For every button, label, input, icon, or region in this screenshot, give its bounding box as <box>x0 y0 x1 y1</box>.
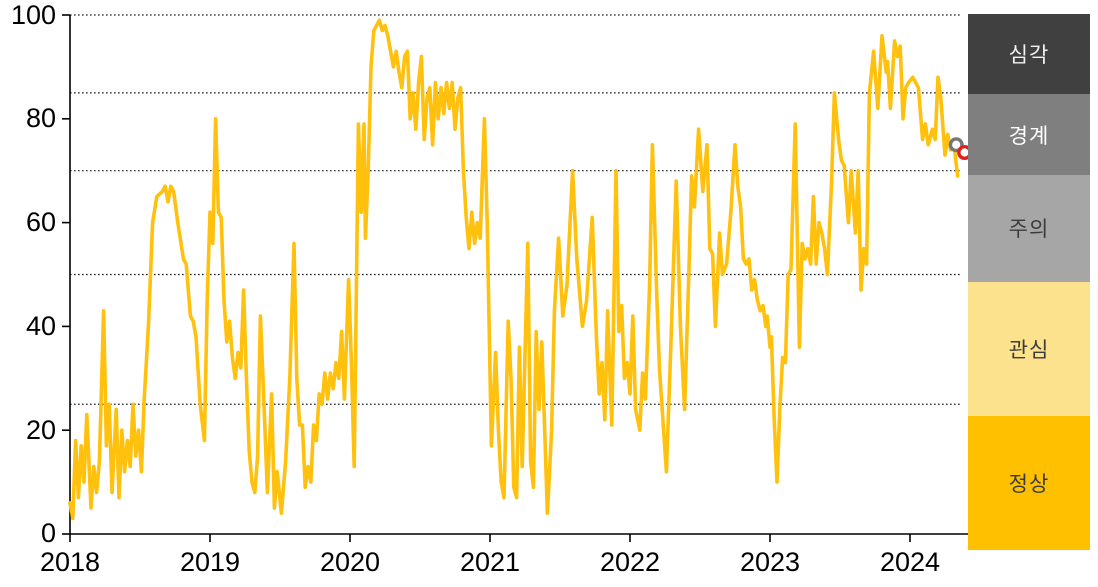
x-tick-label-2021: 2021 <box>459 547 521 577</box>
y-tick-label-100: 100 <box>10 0 56 30</box>
x-tick-label-2018: 2018 <box>39 547 101 577</box>
axes <box>62 14 968 542</box>
band-normal: 정상 <box>968 415 1090 550</box>
y-tick-label-20: 20 <box>25 415 56 445</box>
band-caution: 주의 <box>968 174 1090 282</box>
gridlines <box>70 14 960 405</box>
x-tick-label-2019: 2019 <box>179 547 241 577</box>
x-tick-label-2020: 2020 <box>319 547 381 577</box>
y-tick-label-80: 80 <box>25 103 56 133</box>
band-interest: 관심 <box>968 281 1090 416</box>
index-line <box>68 18 960 521</box>
x-tick-label-2024: 2024 <box>879 547 941 577</box>
x-tick-label-2022: 2022 <box>599 547 661 577</box>
y-tick-label-60: 60 <box>25 207 56 237</box>
band-severe: 심각 <box>968 14 1090 95</box>
band-normal-label: 정상 <box>1008 472 1050 496</box>
y-tick-label-0: 0 <box>40 518 56 548</box>
band-alert: 경계 <box>968 94 1090 175</box>
band-alert-label: 경계 <box>1008 124 1050 148</box>
risk-band-legend: 심각 경계 주의 관심 정상 <box>968 14 1090 550</box>
band-caution-label: 주의 <box>1008 218 1050 242</box>
band-severe-label: 심각 <box>1008 44 1050 68</box>
x-tick-label-2023: 2023 <box>739 547 801 577</box>
y-tick-label-40: 40 <box>25 311 56 341</box>
band-interest-label: 관심 <box>1008 338 1050 362</box>
